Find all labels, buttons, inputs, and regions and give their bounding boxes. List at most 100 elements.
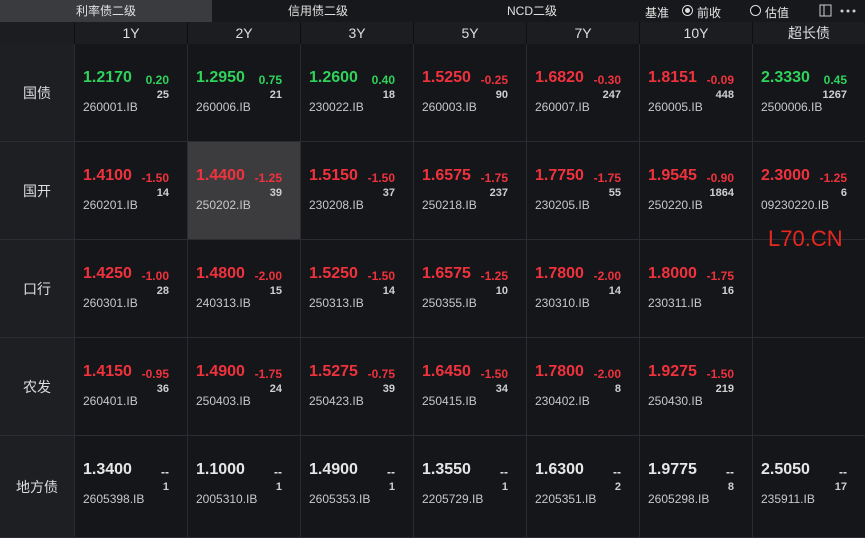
change: -- [161, 465, 169, 479]
change: -- [726, 465, 734, 479]
deal-count: 247 [602, 89, 621, 101]
quote-cell[interactable] [753, 436, 865, 537]
deal-count: 1 [275, 481, 282, 493]
quote-cell[interactable] [414, 338, 526, 435]
change: -- [387, 465, 395, 479]
quote-cell[interactable] [75, 338, 187, 435]
yield: 1.7800 [535, 363, 584, 380]
quote-cell[interactable] [753, 142, 865, 239]
bond-code: 2500006.IB [761, 100, 823, 114]
quote-cell[interactable] [527, 142, 639, 239]
quote-cell [753, 338, 865, 435]
yield: 1.9545 [648, 167, 697, 184]
quote-cell [753, 240, 865, 337]
quote-cell[interactable] [75, 142, 187, 239]
yield: 1.4150 [83, 363, 132, 380]
deal-count: 8 [614, 383, 621, 395]
row-label: 农发 [0, 338, 74, 435]
layout-icon[interactable] [819, 4, 832, 17]
yield: 1.5275 [309, 363, 358, 380]
row-label: 地方债 [0, 436, 74, 537]
quote-cell[interactable] [640, 142, 752, 239]
row-label: 口行 [0, 240, 74, 337]
change: 0.40 [371, 73, 395, 87]
bond-code: 250355.IB [422, 296, 477, 310]
column-header: 2Y [188, 22, 300, 44]
column-header: 7Y [527, 22, 639, 44]
quote-cell[interactable] [188, 240, 300, 337]
tab[interactable]: 信用债二级 [287, 4, 348, 18]
more-dot[interactable] [852, 9, 856, 13]
bond-code: 250430.IB [648, 394, 703, 408]
change: -- [274, 465, 282, 479]
yield: 1.6820 [535, 69, 584, 86]
yield: 1.2170 [83, 69, 132, 86]
bond-code: 260005.IB [648, 100, 703, 114]
quote-cell[interactable] [188, 338, 300, 435]
quote-cell[interactable] [640, 44, 752, 141]
bond-code: 260301.IB [83, 296, 138, 310]
quote-cell[interactable] [414, 142, 526, 239]
quote-cell[interactable] [301, 240, 413, 337]
quote-cell[interactable] [301, 436, 413, 537]
bond-code: 230402.IB [535, 394, 590, 408]
benchmark-label: 基准 [645, 6, 670, 20]
deal-count: 1267 [822, 89, 847, 101]
quote-cell[interactable] [301, 44, 413, 141]
quote-cell[interactable] [75, 44, 187, 141]
quote-cell[interactable] [527, 44, 639, 141]
quote-cell[interactable] [640, 436, 752, 537]
quote-cell[interactable] [188, 44, 300, 141]
bond-code: 250415.IB [422, 394, 477, 408]
change: 0.45 [823, 73, 847, 87]
bond-code: 230311.IB [648, 296, 702, 310]
radio-label[interactable]: 估值 [765, 6, 790, 20]
deal-count: 14 [608, 285, 621, 297]
quote-cell[interactable] [301, 338, 413, 435]
quote-cell[interactable] [188, 436, 300, 537]
change: -0.90 [706, 171, 734, 185]
quote-cell[interactable] [414, 240, 526, 337]
yield: 1.2950 [196, 69, 245, 86]
column-header: 5Y [414, 22, 526, 44]
quote-cell[interactable] [527, 240, 639, 337]
row-label: 国开 [0, 142, 74, 239]
change: -1.25 [819, 171, 847, 185]
bond-code: 230310.IB [535, 296, 590, 310]
bond-code: 230022.IB [309, 100, 364, 114]
quote-cell[interactable] [188, 142, 300, 239]
quote-cell[interactable] [640, 338, 752, 435]
quote-cell[interactable] [527, 436, 639, 537]
radio-label[interactable]: 前收 [697, 6, 722, 20]
quote-cell[interactable] [414, 44, 526, 141]
bond-code: 235911.IB [761, 492, 815, 506]
quote-cell[interactable] [753, 44, 865, 141]
watermark: L70.CN [768, 226, 843, 251]
more-dot[interactable] [846, 9, 850, 13]
quote-cell[interactable] [414, 436, 526, 537]
tab[interactable]: 利率债二级 [0, 0, 212, 22]
change: -1.75 [254, 367, 282, 381]
quote-cell[interactable] [75, 240, 187, 337]
yield: 1.4100 [83, 167, 132, 184]
more-dot[interactable] [840, 9, 844, 13]
change: -1.75 [593, 171, 621, 185]
yield: 1.6450 [422, 363, 471, 380]
bond-code: 260201.IB [83, 198, 138, 212]
bond-code: 230205.IB [535, 198, 590, 212]
bond-code: 250220.IB [648, 198, 703, 212]
radio-button[interactable] [682, 5, 693, 16]
deal-count: 17 [834, 481, 847, 493]
row-label: 国债 [0, 44, 74, 141]
radio-button[interactable] [750, 5, 761, 16]
yield: 1.4250 [83, 265, 132, 282]
tab[interactable]: NCD二级 [507, 4, 557, 18]
deal-count: 25 [156, 89, 169, 101]
yield: 2.5050 [761, 461, 810, 478]
quote-cell[interactable] [75, 436, 187, 537]
quote-cell[interactable] [640, 240, 752, 337]
quote-cell[interactable] [527, 338, 639, 435]
deal-count: 14 [382, 285, 395, 297]
quote-cell[interactable] [301, 142, 413, 239]
